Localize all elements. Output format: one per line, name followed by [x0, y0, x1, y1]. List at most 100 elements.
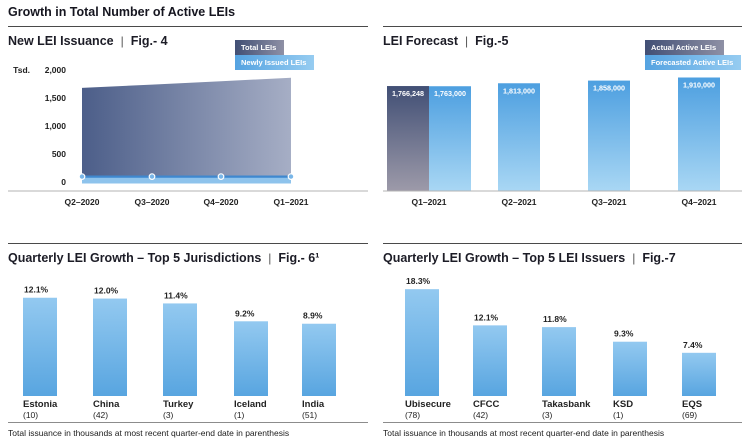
x-axis-label: Q2–2021 — [502, 197, 537, 207]
growth-bar-Takasbank — [542, 327, 576, 396]
category-count-label: (10) — [23, 410, 38, 420]
bar-value-label: 1,763,000 — [434, 89, 466, 98]
fig6-footnote: Total issuance in thousands at most rece… — [8, 428, 290, 438]
fig6-title-text: Quarterly LEI Growth – Top 5 Jurisdictio… — [8, 251, 262, 265]
bar-value-label: 1,858,000 — [593, 84, 625, 93]
y-axis-tick: 0 — [61, 177, 66, 187]
bar-percent-label: 12.0% — [94, 286, 119, 296]
panel-top5-lei-issuers: Quarterly LEI Growth – Top 5 LEI Issuers… — [383, 243, 742, 441]
bar-percent-label: 11.4% — [164, 290, 188, 300]
category-count-label: (1) — [234, 410, 245, 420]
fig7-footnote: Total issuance in thousands at most rece… — [383, 428, 665, 438]
bar-percent-label: 11.8% — [543, 314, 567, 324]
bar-value-label: 1,766,248 — [392, 89, 424, 98]
fig5-fig-label: Fig.-5 — [475, 34, 509, 48]
bar-value-label: 1,910,000 — [683, 81, 715, 90]
panel-new-lei-issuance: New LEI Issuance | Fig.- 4 Total LEIs Newl… — [8, 26, 368, 227]
fig7-title-text: Quarterly LEI Growth – Top 5 LEI Issuers — [383, 251, 626, 265]
bar-chart-top5-lei-issuers: 18.3% Ubisecure(78) 12.1% CFCC(42) 11.8% Taka… — [383, 276, 742, 423]
bar-percent-label: 9.3% — [614, 329, 634, 339]
category-label: Iceland — [234, 399, 267, 410]
page-title: Growth in Total Number of Active LEIs — [8, 5, 236, 19]
category-count-label: (51) — [302, 410, 317, 420]
category-label: Takasbank — [542, 399, 591, 410]
legend-forecasted-active-leis: Forecasted Active LEIs — [645, 55, 742, 70]
category-count-label: (3) — [542, 410, 553, 420]
fig4-title: New LEI Issuance | Fig.- 4 — [8, 34, 168, 48]
fig6-title: Quarterly LEI Growth – Top 5 Jurisdictio… — [8, 251, 319, 265]
total-leis-area — [82, 77, 291, 182]
fig5-title-text: LEI Forecast — [383, 34, 459, 48]
legend-actual-active-leis: Actual Active LEIs — [645, 40, 725, 55]
fig7-title: Quarterly LEI Growth – Top 5 LEI Issuers… — [383, 251, 676, 265]
bar-percent-label: 7.4% — [683, 340, 703, 350]
legend-total-leis: Total LEIs — [235, 40, 285, 55]
category-label: Ubisecure — [405, 399, 451, 410]
fig6-fig-label: Fig.- 6¹ — [278, 251, 320, 265]
bar-chart-top5-jurisdictions: 12.1% Estonia(10) 12.0% China(42) 11.4% Turke… — [8, 285, 368, 423]
bar-percent-label: 18.3% — [406, 276, 431, 286]
growth-bar-Turkey — [163, 303, 197, 396]
x-axis-label: Q3–2020 — [135, 197, 170, 207]
title-separator: | — [632, 251, 636, 265]
x-axis-label: Q3–2021 — [592, 197, 627, 207]
growth-bar-KSD — [613, 341, 647, 396]
data-point-marker — [217, 173, 225, 181]
growth-bar-Ubisecure — [405, 289, 439, 396]
x-axis-label: Q1–2021 — [412, 197, 447, 207]
forecast-bar-Q3–2021 — [588, 80, 630, 191]
title-separator: | — [465, 34, 469, 48]
category-label: EQS — [682, 399, 702, 410]
growth-bar-India — [302, 323, 336, 396]
y-axis-tick: 500 — [52, 149, 66, 159]
forecast-bar-Q2–2021 — [498, 83, 540, 191]
category-count-label: (1) — [613, 410, 624, 420]
growth-bar-EQS — [682, 352, 716, 396]
bar-percent-label: 8.9% — [303, 311, 323, 321]
legend-newly-issued-leis: Newly Issued LEIs — [235, 55, 315, 70]
fig7-fig-label: Fig.-7 — [642, 251, 676, 265]
data-point-marker — [78, 173, 86, 181]
forecast-bar-Q4–2021 — [678, 77, 720, 191]
growth-bar-China — [93, 298, 127, 396]
bar-percent-label: 9.2% — [235, 308, 255, 318]
y-axis-unit-label: Tsd. — [13, 65, 30, 75]
area-chart-new-lei-issuance: Tsd. 2,000 1,500 1,000 500 0 Q2–2020 Q3–2020 Q4–… — [8, 65, 368, 207]
x-axis-label: Q4–2021 — [682, 197, 717, 207]
y-axis-tick: 1,500 — [45, 93, 67, 103]
panel-top5-jurisdictions: Quarterly LEI Growth – Top 5 Jurisdictio… — [8, 243, 368, 441]
bar-percent-label: 12.1% — [24, 285, 49, 295]
bar-chart-lei-forecast: 1,766,248 1,763,000 Q1–2021 1,813,000 Q2–202… — [383, 77, 742, 207]
bar-percent-label: 12.1% — [474, 312, 499, 322]
growth-bar-CFCC — [473, 325, 507, 396]
fig4-legend: Total LEIs Newly Issued LEIs — [235, 40, 315, 70]
category-count-label: (42) — [473, 410, 488, 420]
fig5-legend: Actual Active LEIs Forecasted Active LEI… — [645, 40, 742, 70]
fig5-title: LEI Forecast | Fig.-5 — [383, 34, 509, 48]
title-separator: | — [120, 34, 124, 48]
bar-value-label: 1,813,000 — [503, 86, 535, 95]
fig4-fig-label: Fig.- 4 — [130, 34, 168, 48]
data-point-marker — [287, 173, 295, 181]
growth-bar-Iceland — [234, 321, 268, 396]
category-label: China — [93, 399, 120, 410]
data-point-marker — [148, 173, 156, 181]
category-label: Turkey — [163, 399, 194, 410]
category-count-label: (69) — [682, 410, 697, 420]
category-label: KSD — [613, 399, 633, 410]
category-label: Estonia — [23, 399, 58, 410]
x-axis-label: Q1–2021 — [274, 197, 309, 207]
x-axis-label: Q4–2020 — [204, 197, 239, 207]
category-count-label: (78) — [405, 410, 420, 420]
actual-bar-Q1–2021 — [387, 86, 429, 191]
category-label: CFCC — [473, 399, 500, 410]
panel-lei-forecast: LEI Forecast | Fig.-5 Actual Active LEIs F… — [383, 26, 742, 227]
newly-issued-leis-band — [82, 176, 291, 184]
fig4-title-text: New LEI Issuance — [8, 34, 114, 48]
x-axis-label: Q2–2020 — [65, 197, 100, 207]
forecast-bar-Q1–2021 — [429, 86, 471, 191]
category-count-label: (3) — [163, 410, 174, 420]
title-separator: | — [268, 251, 272, 265]
category-label: India — [302, 399, 325, 410]
